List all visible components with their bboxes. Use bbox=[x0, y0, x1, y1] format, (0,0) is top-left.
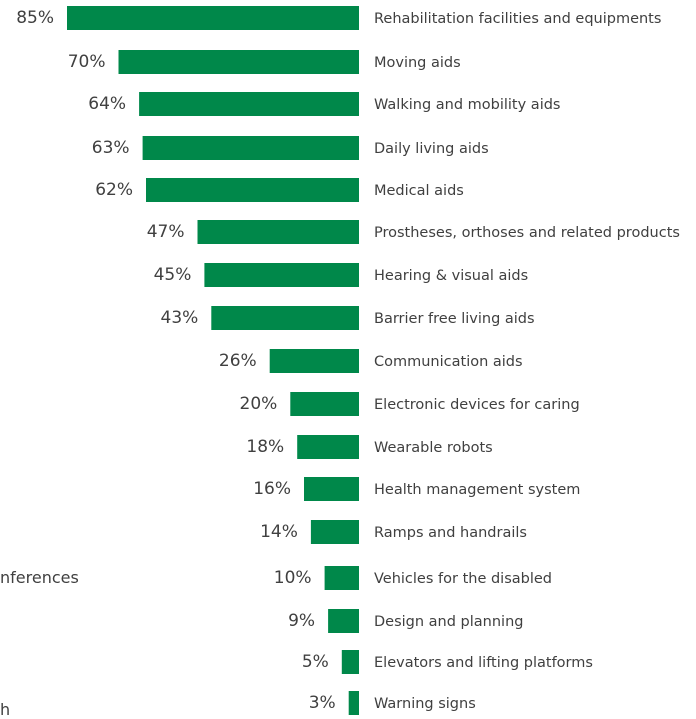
data-label: 10% bbox=[274, 568, 312, 588]
bar bbox=[197, 220, 359, 244]
bar bbox=[328, 609, 359, 633]
bar bbox=[142, 136, 359, 160]
bar bbox=[118, 50, 359, 74]
bar bbox=[204, 263, 359, 287]
data-label: 45% bbox=[154, 265, 192, 285]
data-label: 9% bbox=[288, 611, 315, 631]
data-label: 85% bbox=[16, 8, 54, 28]
category-label: Vehicles for the disabled bbox=[374, 571, 552, 587]
data-label: 14% bbox=[260, 522, 298, 542]
category-label: Hearing & visual aids bbox=[374, 268, 528, 284]
category-label: Wearable robots bbox=[374, 440, 493, 456]
data-label: 62% bbox=[95, 180, 133, 200]
data-label: 26% bbox=[219, 351, 257, 371]
data-label: 47% bbox=[147, 222, 185, 242]
category-label: Elevators and lifting platforms bbox=[374, 655, 593, 671]
category-label: Health management system bbox=[374, 482, 580, 498]
truncated-left-label-2: h bbox=[0, 700, 11, 719]
data-label: 18% bbox=[246, 437, 284, 457]
bar bbox=[139, 92, 359, 116]
bar bbox=[341, 650, 359, 674]
bar bbox=[324, 566, 359, 590]
bar bbox=[211, 306, 359, 330]
bar bbox=[304, 477, 359, 501]
category-label: Design and planning bbox=[374, 614, 523, 630]
data-label: 5% bbox=[302, 652, 329, 672]
category-label: Ramps and handrails bbox=[374, 525, 527, 541]
data-label: 63% bbox=[92, 138, 130, 158]
category-label: Rehabilitation facilities and equipments bbox=[374, 11, 661, 27]
data-label: 64% bbox=[88, 94, 126, 114]
bar bbox=[310, 520, 359, 544]
bar bbox=[348, 691, 359, 715]
category-label: Moving aids bbox=[374, 55, 461, 71]
bar bbox=[297, 435, 359, 459]
bar bbox=[269, 349, 359, 373]
category-label: Medical aids bbox=[374, 183, 464, 199]
category-label: Daily living aids bbox=[374, 141, 489, 157]
category-label: Electronic devices for caring bbox=[374, 397, 580, 413]
data-label: 43% bbox=[161, 308, 199, 328]
data-label: 70% bbox=[68, 52, 106, 72]
category-label: Barrier free living aids bbox=[374, 311, 535, 327]
truncated-left-label-1: nferences bbox=[0, 568, 79, 587]
category-label: Walking and mobility aids bbox=[374, 97, 560, 113]
bar bbox=[290, 392, 359, 416]
data-label: 16% bbox=[253, 479, 291, 499]
category-label: Prostheses, orthoses and related product… bbox=[374, 225, 680, 241]
bar bbox=[146, 178, 359, 202]
bar bbox=[67, 6, 359, 30]
category-label: Warning signs bbox=[374, 696, 476, 712]
data-label: 3% bbox=[309, 693, 336, 713]
category-label: Communication aids bbox=[374, 354, 523, 370]
data-label: 20% bbox=[240, 394, 278, 414]
